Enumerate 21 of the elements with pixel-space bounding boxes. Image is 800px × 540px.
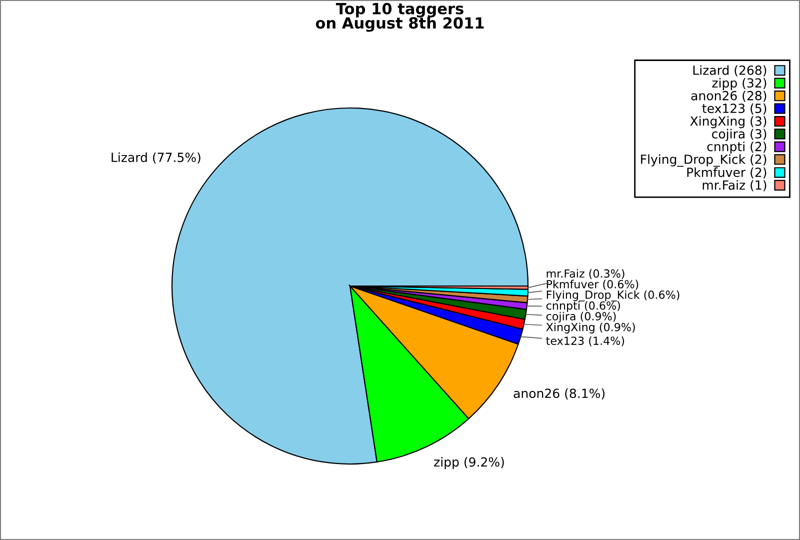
chart-title: Top 10 taggers on August 8th 2011 [316, 2, 484, 32]
legend-label: tex123 (5) [702, 103, 766, 115]
data-label: tex123 (1.4%) [546, 336, 624, 346]
legend-label: cnnpti (2) [707, 142, 766, 154]
data-label: Pkmfuver (0.6%) [546, 280, 638, 290]
data-label: cojira (0.9%) [546, 312, 616, 323]
legend-label: Flying_Drop_Kick (2) [641, 154, 766, 167]
data-label: XingXing (0.9%) [546, 322, 635, 334]
legend-label: Lizard (268) [693, 65, 766, 76]
legend-label: XingXing (3) [690, 116, 766, 128]
legend-label: mr.Faiz (1) [702, 180, 766, 192]
data-label: mr.Faiz (0.3%) [546, 269, 624, 280]
legend-label: cojira (3) [712, 128, 766, 141]
legend-label: Pkmfuver (2) [687, 167, 766, 179]
data-label: zipp (9.2%) [434, 457, 504, 470]
data-label: Flying_Drop_Kick (0.6%) [546, 290, 680, 302]
data-label: anon26 (8.1%) [514, 388, 605, 400]
data-label: cnnpti (0.6%) [546, 301, 620, 312]
legend-label: zipp (32) [712, 78, 766, 90]
legend-label: anon26 (28) [691, 90, 766, 102]
data-label: Lizard (77.5%) [112, 152, 200, 164]
